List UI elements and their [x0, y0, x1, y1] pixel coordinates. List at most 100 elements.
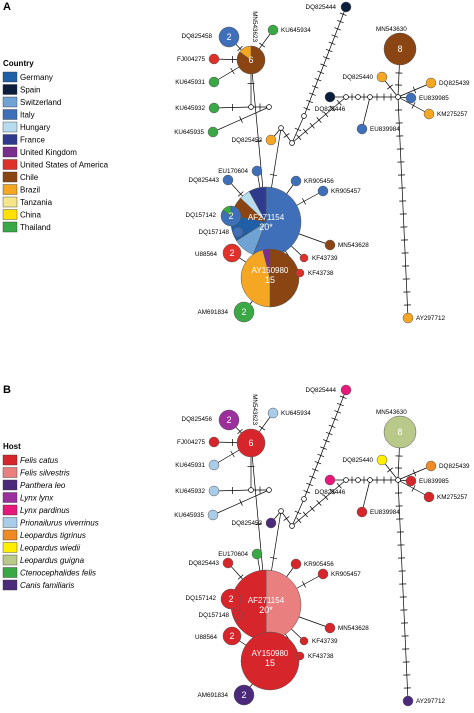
legend-swatch [2, 221, 18, 233]
haplotype-circle [220, 588, 242, 610]
haplotype-circle [240, 631, 300, 691]
haplotype-label: EU839984 [370, 126, 400, 133]
mutation-tick [411, 485, 416, 492]
legend-swatch [2, 492, 18, 503]
mutation-tick [302, 128, 309, 135]
mutation-tick [329, 488, 336, 495]
legend-swatch [2, 554, 18, 566]
haplotype-dq825452: DQ825452 [232, 517, 277, 529]
haplotype-label: MN543623 [251, 394, 258, 425]
legend-label: United States of America [20, 161, 109, 170]
haplotype-circle [208, 102, 220, 114]
legend: Country Germany Spain Switzerland Italy Hunga… [2, 59, 109, 233]
haplotype-circle [317, 185, 329, 197]
haplotype-ku645931: KU645931 [175, 459, 220, 471]
legend-label: Italy [20, 111, 35, 120]
haplotype-ku645935: KU645935 [174, 509, 219, 521]
haplotype-label: AY297712 [416, 315, 445, 322]
mutation-tick [302, 198, 306, 205]
haplotype-circle [207, 509, 219, 521]
median-vector [248, 487, 254, 493]
haplotype-circle [222, 557, 234, 569]
mutation-tick [387, 84, 393, 90]
legend-swatch [2, 529, 18, 541]
haplotype-dq157148: DQ157148 [199, 226, 244, 238]
haplotype-ay297712: AY297712 [402, 695, 445, 707]
legend-label: Tanzania [20, 198, 53, 207]
haplotype-circle [222, 174, 234, 186]
haplotype-dq825443: DQ825443 [189, 557, 234, 569]
legend-swatch [2, 109, 18, 120]
mutation-tick [296, 517, 302, 524]
haplotype-circle [299, 253, 309, 263]
mutation-tick [314, 461, 322, 465]
haplotype-circle [425, 460, 437, 472]
haplotype-count: 8 [397, 427, 402, 437]
haplotype-circle [208, 485, 220, 497]
haplotype-circle [356, 506, 368, 518]
mutation-tick [317, 70, 325, 74]
mutation-tick [320, 63, 327, 67]
haplotype-label: AM691834 [198, 309, 229, 316]
haplotype-count: 2 [226, 415, 231, 425]
haplotype-circle [376, 71, 388, 83]
panel-letter: A [3, 1, 11, 13]
haplotype-circle [218, 26, 240, 48]
legend-swatch [2, 504, 18, 516]
haplotype-ay297712: AY297712 [402, 312, 445, 324]
haplotype-label: DQ157142 [186, 212, 217, 219]
mutation-tick [306, 482, 313, 487]
haplotype-kf43739: KF43739 [299, 636, 338, 646]
haplotype-ku645932: KU645932 [175, 102, 220, 114]
legend-swatch [2, 134, 18, 145]
haplotype-label: KU645935 [174, 512, 204, 519]
median-vector [343, 477, 349, 483]
mutation-tick [237, 191, 244, 197]
haplotype-circle [324, 622, 336, 634]
haplotype-circle [376, 454, 388, 466]
legend-label: Hungary [20, 123, 50, 132]
legend-swatch [2, 517, 18, 528]
haplotype-count: 6 [248, 55, 253, 65]
haplotype-dq825444: DQ825444 [306, 384, 352, 396]
mutation-tick [339, 12, 347, 16]
legend-item: Canis familiaris [2, 579, 74, 591]
haplotype-circle [317, 568, 329, 580]
legend-item: Hungary [2, 121, 50, 133]
haplotype-label: DQ825456 [182, 416, 213, 423]
mutation-tick [387, 467, 393, 473]
haplotype-label: KF43738 [308, 653, 334, 660]
mutation-tick [328, 424, 336, 428]
haplotype-circle [356, 123, 368, 135]
legend-item: Leopardus tigrinus [2, 529, 86, 541]
edge [361, 479, 371, 513]
haplotype-label: KU645934 [281, 27, 311, 34]
mutation-tick [336, 99, 342, 106]
haplotype-dq825458: 2 DQ825458 [182, 26, 240, 48]
haplotype-count: 2 [241, 307, 246, 317]
haplotype-kr905457: KR905457 [317, 185, 361, 197]
haplotype-circle [218, 409, 240, 431]
haplotype-circle [340, 384, 352, 396]
haplotype-label: DQ157148 [199, 612, 230, 619]
legend-item: Prionailurus viverrinus [2, 517, 99, 528]
haplotype-label: KF43739 [312, 255, 338, 262]
haplotype-dq157142: 2 DQ157142 [186, 588, 242, 610]
legend-item: Brazil [2, 184, 40, 195]
legend-label: Switzerland [20, 98, 61, 107]
mutation-tick [311, 85, 319, 89]
mutation-tick [316, 117, 322, 123]
haplotype-circle [251, 165, 263, 177]
mutation-tick [269, 557, 278, 559]
haplotype-u88564: 2 U88564 [195, 243, 242, 263]
haplotype-kr905456: KR905456 [290, 558, 334, 570]
haplotype-label: EU839985 [419, 95, 449, 102]
mutation-tick [325, 432, 333, 436]
legend-label: Felis silvestris [20, 469, 70, 478]
haplotype-label: EU839985 [419, 478, 449, 485]
mutation-tick [230, 67, 235, 75]
haplotype-ku645931: KU645931 [175, 76, 220, 88]
legend-item: Spain [2, 84, 40, 95]
legend-label: Leopardus guigna [20, 556, 85, 565]
